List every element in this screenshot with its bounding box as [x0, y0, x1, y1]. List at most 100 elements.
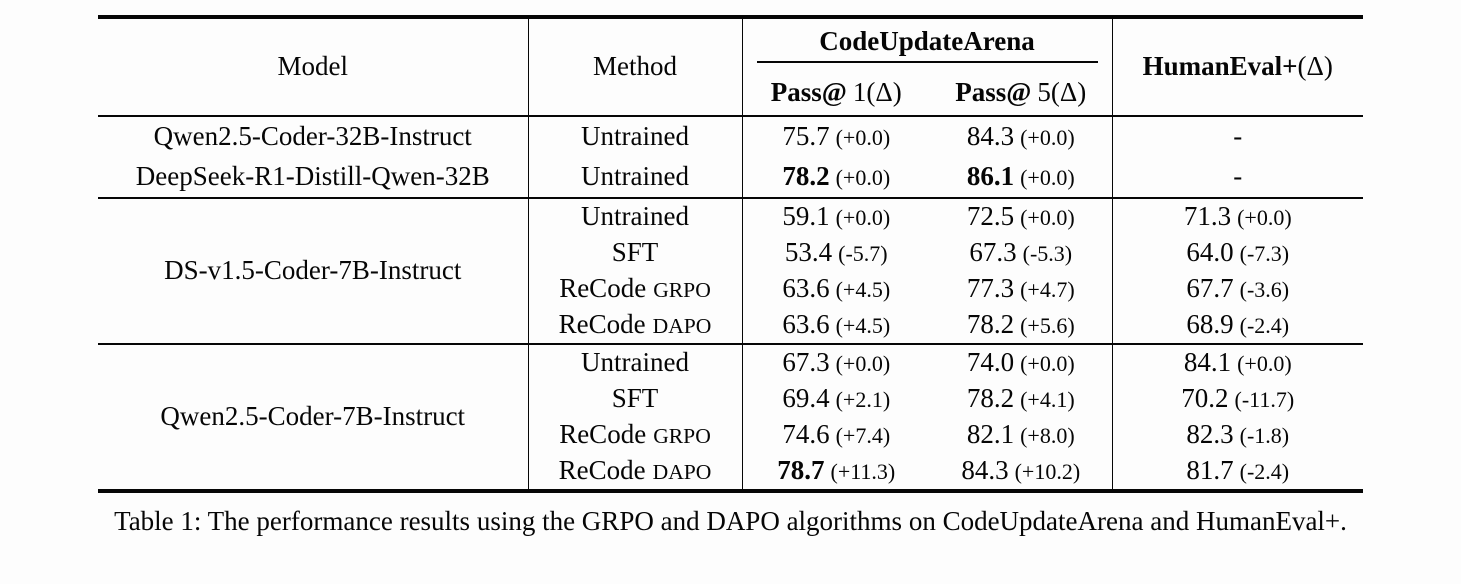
- pass1-cell: 74.6 (+7.4): [741, 417, 930, 453]
- humaneval-cell: 71.3 (+0.0): [1111, 197, 1363, 235]
- method-label: Untrained: [581, 121, 689, 152]
- col-header-pass1: Pass@ 1(Δ): [741, 71, 930, 117]
- pass5-cell: 84.3 (+0.0): [930, 116, 1112, 157]
- humaneval-value: 84.1: [1183, 347, 1232, 378]
- col-header-codeupdatearena: CodeUpdateArena: [741, 17, 1112, 71]
- pass1-delta: (+0.0): [835, 165, 891, 191]
- pass5-delta: (+0.0): [1020, 125, 1075, 151]
- pass1-delta: (+0.0): [835, 125, 891, 151]
- humaneval-value: 81.7: [1186, 455, 1234, 486]
- method-cell: SFT: [527, 381, 742, 417]
- method-variant-label: GRPO: [653, 424, 711, 449]
- humaneval-value: -: [1233, 161, 1243, 192]
- method-label: SFT: [611, 383, 659, 414]
- method-label: Untrained: [581, 161, 689, 192]
- pass1-cell: 69.4 (+2.1): [741, 381, 930, 417]
- pass5-cell: 72.5 (+0.0): [930, 197, 1112, 235]
- pass5-cell: 78.2 (+5.6): [930, 307, 1112, 344]
- humaneval-value: 64.0: [1186, 237, 1234, 268]
- codeupdatearena-midrule: [756, 60, 1098, 63]
- humaneval-cell: 68.9 (-2.4): [1111, 307, 1363, 344]
- method-cell: Untrained: [527, 116, 742, 157]
- method-variant-label: GRPO: [653, 278, 711, 303]
- humaneval-delta-label: (Δ): [1297, 51, 1333, 82]
- table-row: ReCode GRPO 63.6 (+4.5) 77.3 (+4.7) 67.7 (-3…: [98, 271, 1363, 307]
- pass5-delta: (-5.3): [1022, 241, 1073, 267]
- pass5-value: 67.3: [969, 237, 1017, 268]
- results-table: Model Method CodeUpdateArena HumanEval+(…: [98, 15, 1363, 493]
- table-row: Qwen2.5-Coder-32B-Instruct Untrained 75.…: [98, 116, 1363, 157]
- pass5-value: 82.1: [966, 419, 1015, 450]
- pass5-cell: 78.2 (+4.1): [930, 381, 1112, 417]
- pass5-delta: (+0.0): [1020, 351, 1075, 377]
- method-cell: Untrained: [527, 197, 742, 235]
- table-row: SFT 69.4 (+2.1) 78.2 (+4.1) 70.2 (-11.7): [98, 381, 1363, 417]
- pass1-value: 63.6: [782, 309, 830, 340]
- group-qwen25-coder-7b: Qwen2.5-Coder-7B-Instruct Untrained 67.3…: [98, 343, 1363, 491]
- pass5-delta: (+5.6): [1020, 313, 1075, 339]
- method-label: ReCode: [558, 309, 646, 340]
- pass1-value: 78.2: [782, 161, 830, 192]
- pass1-cell: 75.7 (+0.0): [741, 116, 930, 157]
- pass5-value: 72.5: [966, 201, 1015, 232]
- method-cell: ReCode GRPO: [527, 271, 742, 307]
- humaneval-cell: 84.1 (+0.0): [1111, 343, 1363, 381]
- humaneval-cell: -: [1111, 116, 1363, 157]
- table-caption: Table 1: The performance results using t…: [114, 506, 1347, 536]
- table-row: Qwen2.5-Coder-7B-Instruct Untrained 67.3…: [98, 343, 1363, 491]
- pass5-cell: 77.3 (+4.7): [930, 271, 1112, 307]
- humaneval-cell: 70.2 (-11.7): [1111, 381, 1363, 417]
- table-row: ReCode DAPO 78.7 (+11.3) 84.3 (+10.2) 81.7(…: [98, 453, 1363, 491]
- method-variant-label: DAPO: [652, 314, 712, 339]
- method-cell: ReCode DAPO: [527, 453, 742, 491]
- method-cell: SFT: [527, 235, 742, 271]
- humaneval-value: -: [1233, 121, 1243, 152]
- col-header-pass5: Pass@ 5(Δ): [930, 71, 1112, 117]
- pass1-value: 74.6: [782, 419, 830, 450]
- method-variant-label: DAPO: [652, 460, 712, 485]
- model-cell: DeepSeek-R1-Distill-Qwen-32B: [135, 161, 490, 192]
- humaneval-delta: (+0.0): [1237, 351, 1292, 377]
- pass5-delta: (+8.0): [1020, 423, 1075, 449]
- pass1-cell: 53.4 (-5.7): [741, 235, 930, 271]
- method-cell: ReCode DAPO: [527, 307, 742, 344]
- humaneval-delta: (-7.3): [1239, 241, 1290, 267]
- method-label: ReCode: [558, 455, 646, 486]
- model-cell: DS-v1.5-Coder-7B-Instruct: [98, 197, 528, 344]
- method-label: Untrained: [581, 347, 689, 378]
- method-cell: ReCode GRPO: [527, 417, 742, 453]
- humaneval-value: 71.3: [1183, 201, 1232, 232]
- table-row: ReCode DAPO 63.6 (+4.5) 78.2 (+5.6) 68.9 (-2…: [98, 307, 1363, 344]
- humaneval-delta: (-3.6): [1239, 277, 1290, 303]
- pass1-cell: 78.2 (+0.0): [741, 157, 930, 198]
- humaneval-delta: (-2.4): [1239, 459, 1290, 485]
- pass1-value: 75.7: [782, 121, 830, 152]
- pass1-delta: (+2.1): [835, 387, 891, 413]
- pass1-value: 67.3: [782, 347, 830, 378]
- humaneval-value: 70.2: [1181, 383, 1229, 414]
- pass5-value: 78.2: [966, 309, 1015, 340]
- pass5-value: 84.3: [966, 121, 1015, 152]
- humaneval-cell: 82.3 (-1.8): [1111, 417, 1363, 453]
- group-dsv15-coder-7b: DS-v1.5-Coder-7B-Instruct Untrained 59.1…: [98, 197, 1363, 344]
- header-row-2: Pass@ 1(Δ) Pass@ 5(Δ): [98, 71, 1363, 117]
- model-cell: Qwen2.5-Coder-7B-Instruct: [98, 343, 528, 491]
- table-row: SFT 53.4 (-5.7) 67.3 (-5.3) 64.0 (-7.3): [98, 235, 1363, 271]
- table-row: ReCode GRPO 74.6 (+7.4) 82.1 (+8.0) 82.3 (-1…: [98, 417, 1363, 453]
- table-header: Model Method CodeUpdateArena HumanEval+(…: [98, 17, 1363, 117]
- humaneval-value: 68.9: [1186, 309, 1234, 340]
- pass5-delta-label: 5(Δ): [1037, 77, 1087, 108]
- pass5-cell: 82.1 (+8.0): [930, 417, 1112, 453]
- humaneval-delta: (-1.8): [1239, 423, 1290, 449]
- method-label: ReCode: [559, 419, 647, 450]
- pass1-cell: 67.3 (+0.0): [741, 343, 930, 381]
- pass5-cell: 86.1 (+0.0): [930, 157, 1112, 198]
- method-label: ReCode: [559, 273, 647, 304]
- pass5-cell: 74.0 (+0.0): [930, 343, 1112, 381]
- pass1-value: 63.6: [782, 273, 830, 304]
- pass5-delta: (+10.2): [1014, 459, 1081, 485]
- pass5-delta: (+0.0): [1020, 205, 1075, 231]
- humaneval-label: HumanEval+: [1142, 51, 1298, 82]
- humaneval-cell: 64.0 (-7.3): [1111, 235, 1363, 271]
